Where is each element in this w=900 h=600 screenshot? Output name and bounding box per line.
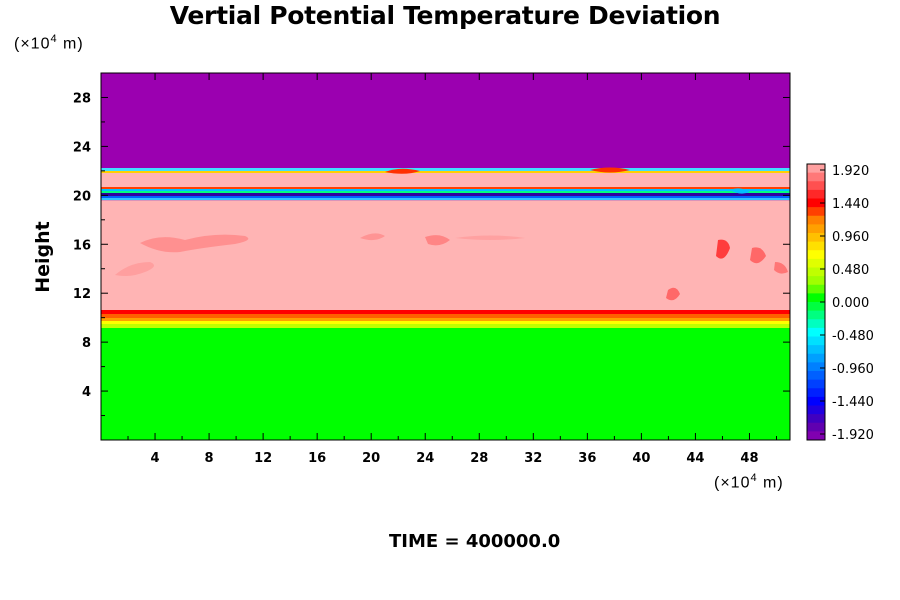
interface-streak bbox=[101, 171, 790, 173]
x-tick-label: 4 bbox=[151, 451, 160, 466]
y-tick-label: 28 bbox=[73, 91, 91, 106]
contour-blob bbox=[774, 262, 788, 274]
x-tick-label: 8 bbox=[205, 451, 214, 466]
x-tick-label: 28 bbox=[470, 451, 488, 466]
x-tick-label: 48 bbox=[740, 451, 758, 466]
heatmap-band bbox=[101, 200, 790, 311]
interface-streak bbox=[101, 196, 790, 198]
contour-blob bbox=[425, 235, 450, 246]
y-axis-unit: (×104 m) bbox=[14, 33, 84, 53]
x-tick-label: 12 bbox=[254, 451, 272, 466]
x-axis-ticks: 4 8 12 16 20 24 28 32 36 40 44 48 bbox=[127, 73, 777, 466]
x-unit-label: (×10 bbox=[714, 474, 751, 492]
contour-blob bbox=[750, 247, 766, 264]
interface-streak bbox=[101, 198, 790, 200]
x-tick-label: 20 bbox=[362, 451, 380, 466]
interface-streak bbox=[101, 187, 790, 189]
interface-streak bbox=[101, 193, 790, 196]
x-tick-label: 16 bbox=[308, 451, 326, 466]
x-tick-label: 44 bbox=[686, 451, 704, 466]
y-tick-label: 20 bbox=[73, 189, 91, 204]
heatmap-band bbox=[101, 169, 790, 190]
x-unit-tail: m) bbox=[757, 474, 784, 492]
x-tick-label: 24 bbox=[416, 451, 434, 466]
interface-streak bbox=[101, 318, 790, 321]
interface-streak bbox=[101, 191, 790, 193]
x-tick-label: 40 bbox=[632, 451, 650, 466]
time-stamp: TIME = 400000.0 bbox=[389, 531, 560, 552]
y-unit-label: (×10 bbox=[14, 35, 51, 53]
chart-title: Vertial Potential Temperature Deviation bbox=[169, 1, 721, 30]
contour-blob bbox=[666, 287, 680, 301]
y-tick-label: 8 bbox=[82, 336, 91, 351]
y-unit-exponent: 4 bbox=[50, 33, 58, 45]
turbulent-spot bbox=[730, 188, 750, 194]
heatmap-features bbox=[101, 167, 790, 328]
contour-blob bbox=[140, 234, 249, 253]
contour-blob bbox=[455, 235, 525, 240]
x-unit-exponent: 4 bbox=[750, 472, 758, 484]
y-unit-tail: m) bbox=[57, 35, 84, 53]
y-tick-label: 16 bbox=[73, 238, 91, 253]
time-value: 400000.0 bbox=[465, 531, 561, 552]
x-tick-label: 36 bbox=[578, 451, 596, 466]
y-tick-label: 24 bbox=[73, 140, 91, 155]
turbulent-spot bbox=[590, 167, 630, 173]
heatmap-bands bbox=[101, 73, 790, 440]
interface-streak bbox=[101, 314, 790, 318]
time-label: TIME = bbox=[389, 531, 466, 552]
y-tick-label: 12 bbox=[73, 287, 91, 302]
heatmap-band bbox=[101, 323, 790, 440]
interface-streak bbox=[101, 189, 790, 191]
plot-frame bbox=[100, 72, 791, 441]
contour-blob bbox=[360, 233, 385, 241]
interface-streak bbox=[101, 168, 790, 171]
contour-blob bbox=[716, 239, 730, 259]
interface-streak bbox=[101, 321, 790, 324]
contour-blob bbox=[115, 262, 154, 276]
interface-streak bbox=[101, 324, 790, 328]
heatmap-band bbox=[101, 73, 790, 170]
x-axis-unit: (×104 m) bbox=[714, 472, 784, 492]
y-axis-ticks: 4 8 12 16 20 24 28 bbox=[73, 91, 790, 417]
interface-streak bbox=[101, 310, 790, 314]
x-tick-label: 32 bbox=[524, 451, 542, 466]
y-tick-label: 4 bbox=[82, 385, 91, 400]
turbulent-spot bbox=[385, 168, 420, 174]
